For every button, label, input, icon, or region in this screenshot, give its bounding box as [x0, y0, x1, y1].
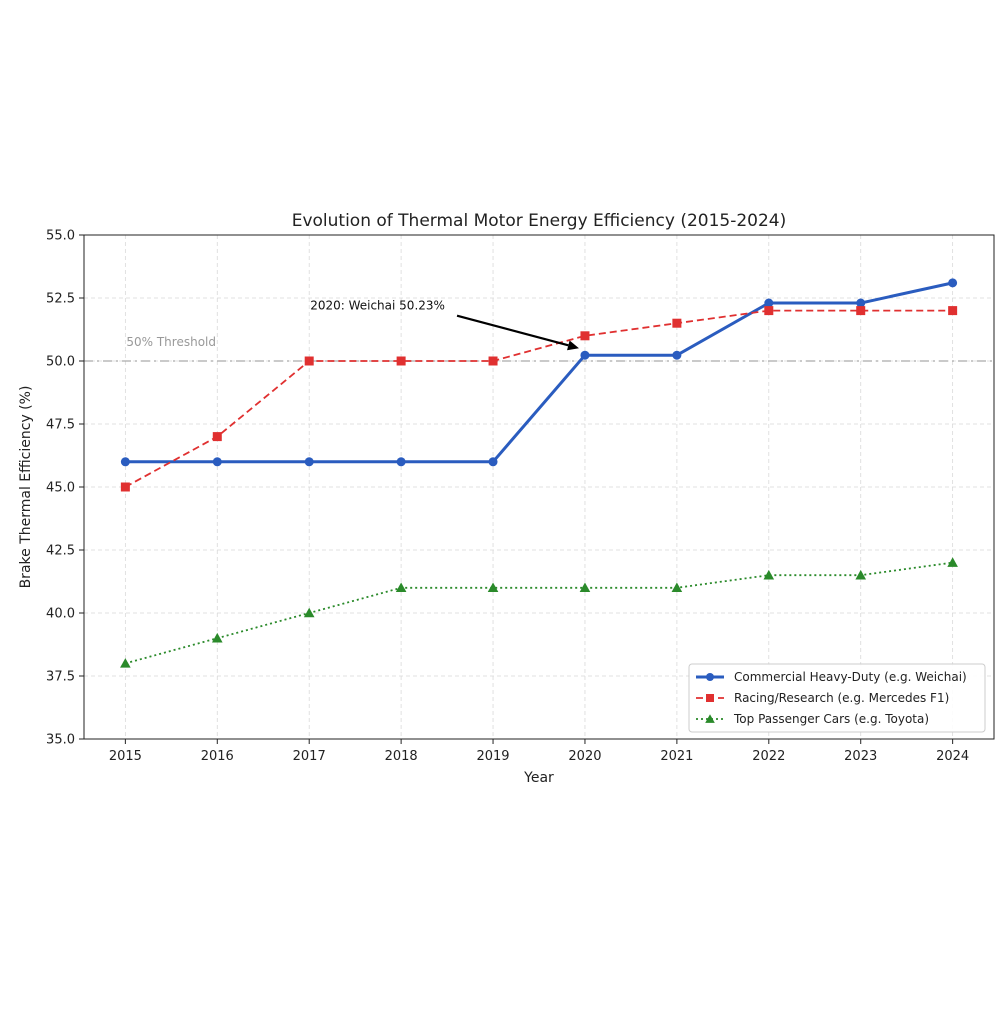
y-tick-label: 40.0: [46, 607, 75, 622]
data-point: [672, 318, 682, 328]
annotation-text: 2020: Weichai 50.23%: [310, 298, 445, 312]
data-point: [396, 356, 406, 366]
annotation: 2020: Weichai 50.23%: [310, 298, 579, 351]
legend-item: Top Passenger Cars (e.g. Toyota): [696, 712, 929, 726]
data-point: [948, 306, 958, 316]
data-point: [395, 582, 407, 593]
x-tick-label: 2020: [568, 749, 601, 764]
threshold-label: 50% Threshold: [126, 335, 216, 349]
x-tick-label: 2021: [660, 749, 693, 764]
x-axis-ticks: 2015 2016 2017 2018 2019 2020 2021 2022 2023 2024: [109, 739, 969, 764]
data-point: [948, 278, 958, 288]
x-tick-label: 2015: [109, 749, 142, 764]
legend-item: Commercial Heavy-Duty (e.g. Weichai): [696, 670, 967, 684]
y-tick-label: 47.5: [46, 418, 75, 433]
y-axis-ticks: 35.0 37.5 40.0 42.5 45.0 47.5 50.0 52.5 55.0: [46, 229, 84, 748]
y-axis-label: Brake Thermal Efficiency (%): [18, 386, 34, 589]
legend-item: Racing/Research (e.g. Mercedes F1): [696, 691, 949, 705]
x-tick-label: 2016: [201, 749, 234, 764]
data-point: [487, 582, 499, 593]
x-tick-label: 2017: [293, 749, 326, 764]
data-point: [488, 457, 498, 467]
data-point: [120, 457, 130, 467]
x-tick-label: 2024: [936, 749, 969, 764]
x-tick-label: 2022: [752, 749, 785, 764]
series-line: [125, 561, 953, 665]
data-point: [304, 457, 314, 467]
data-point: [856, 306, 866, 316]
data-point: [488, 356, 498, 366]
data-point: [672, 350, 682, 360]
data-point: [396, 457, 406, 467]
series-3: [120, 557, 958, 668]
data-point: [856, 298, 866, 308]
x-tick-label: 2019: [476, 749, 509, 764]
annotation-arrow: [456, 314, 569, 347]
legend-marker: [705, 714, 715, 723]
legend: Commercial Heavy-Duty (e.g. Weichai) Raci…: [688, 663, 986, 733]
data-point: [764, 306, 774, 316]
data-point: [580, 331, 590, 341]
legend-marker: [706, 694, 714, 702]
data-point: [303, 607, 315, 618]
data-point: [580, 350, 590, 360]
series-layer: [120, 278, 958, 668]
y-tick-label: 52.5: [46, 292, 75, 307]
data-point: [947, 557, 958, 567]
x-axis-label: Year: [523, 770, 554, 786]
series-2: [120, 306, 958, 492]
y-tick-label: 37.5: [46, 670, 75, 685]
series-1: [120, 278, 958, 467]
legend-box: [688, 663, 986, 733]
data-point: [212, 432, 222, 442]
legend-label: Commercial Heavy-Duty (e.g. Weichai): [734, 670, 967, 684]
legend-marker: [706, 673, 714, 681]
legend-label: Top Passenger Cars (e.g. Toyota): [733, 712, 929, 726]
x-tick-label: 2023: [844, 749, 877, 764]
data-point: [120, 482, 130, 492]
data-point: [304, 356, 314, 366]
data-point: [763, 569, 775, 580]
y-tick-label: 35.0: [46, 733, 75, 748]
annotation-arrow-head: [567, 340, 579, 351]
data-point: [671, 582, 683, 593]
y-tick-label: 55.0: [46, 229, 75, 244]
chart-title: Evolution of Thermal Motor Energy Effici…: [292, 211, 787, 231]
x-tick-label: 2018: [385, 749, 418, 764]
data-point: [764, 298, 774, 308]
y-tick-label: 50.0: [46, 355, 75, 370]
legend-label: Racing/Research (e.g. Mercedes F1): [734, 691, 949, 705]
series-line: [124, 309, 953, 488]
data-point: [211, 632, 223, 643]
y-tick-label: 45.0: [46, 481, 75, 496]
data-point: [855, 569, 867, 580]
series-line: [125, 281, 953, 464]
data-point: [212, 457, 222, 467]
data-point: [120, 658, 131, 668]
data-point: [579, 582, 591, 593]
y-tick-label: 42.5: [46, 544, 75, 559]
